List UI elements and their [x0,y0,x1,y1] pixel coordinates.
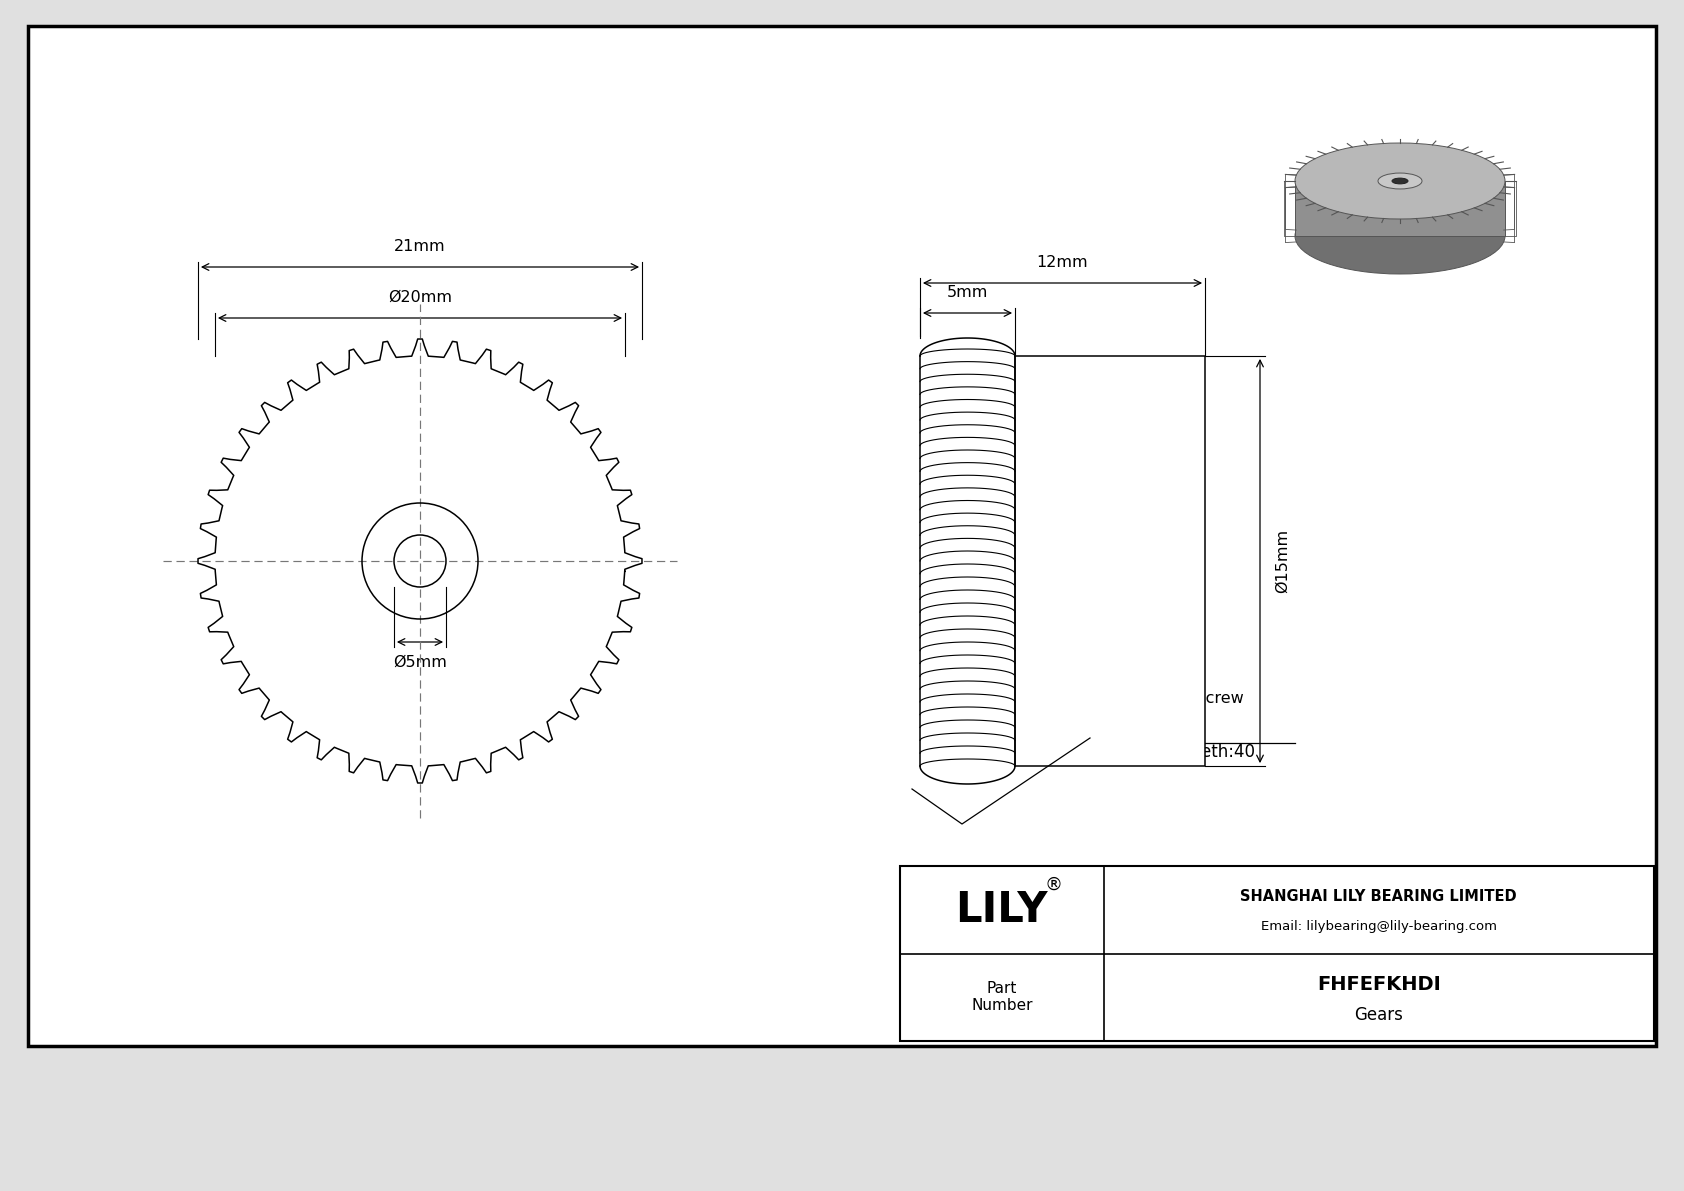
Bar [29,26,1655,1046]
Bar [899,866,1654,1041]
Ellipse shape [1393,179,1408,183]
Text: Ø15mm: Ø15mm [1275,529,1290,593]
Ellipse shape [1378,173,1421,189]
Text: Part
Number: Part Number [972,981,1032,1014]
Text: ®: ® [1044,875,1063,893]
Ellipse shape [1295,198,1505,274]
Text: Gears: Gears [1354,1006,1403,1024]
Bar [1295,181,1505,236]
Text: 5mm: 5mm [946,285,989,300]
Text: SHANGHAI LILY BEARING LIMITED: SHANGHAI LILY BEARING LIMITED [1241,890,1517,904]
Text: Ø5mm: Ø5mm [392,655,446,671]
Text: M4 Set Screw: M4 Set Screw [1135,691,1244,706]
Text: 21mm: 21mm [394,239,446,254]
Text: FHFEFKHDI: FHFEFKHDI [1317,974,1442,993]
Bar [1015,356,1206,766]
Text: Ø20mm: Ø20mm [387,289,451,305]
Text: Email: lilybearing@lily-bearing.com: Email: lilybearing@lily-bearing.com [1261,921,1497,934]
Text: 12mm: 12mm [1037,255,1088,270]
Text: Number of Teeth:40: Number of Teeth:40 [1090,743,1255,761]
Text: LILY: LILY [955,888,1047,930]
Ellipse shape [1295,143,1505,219]
